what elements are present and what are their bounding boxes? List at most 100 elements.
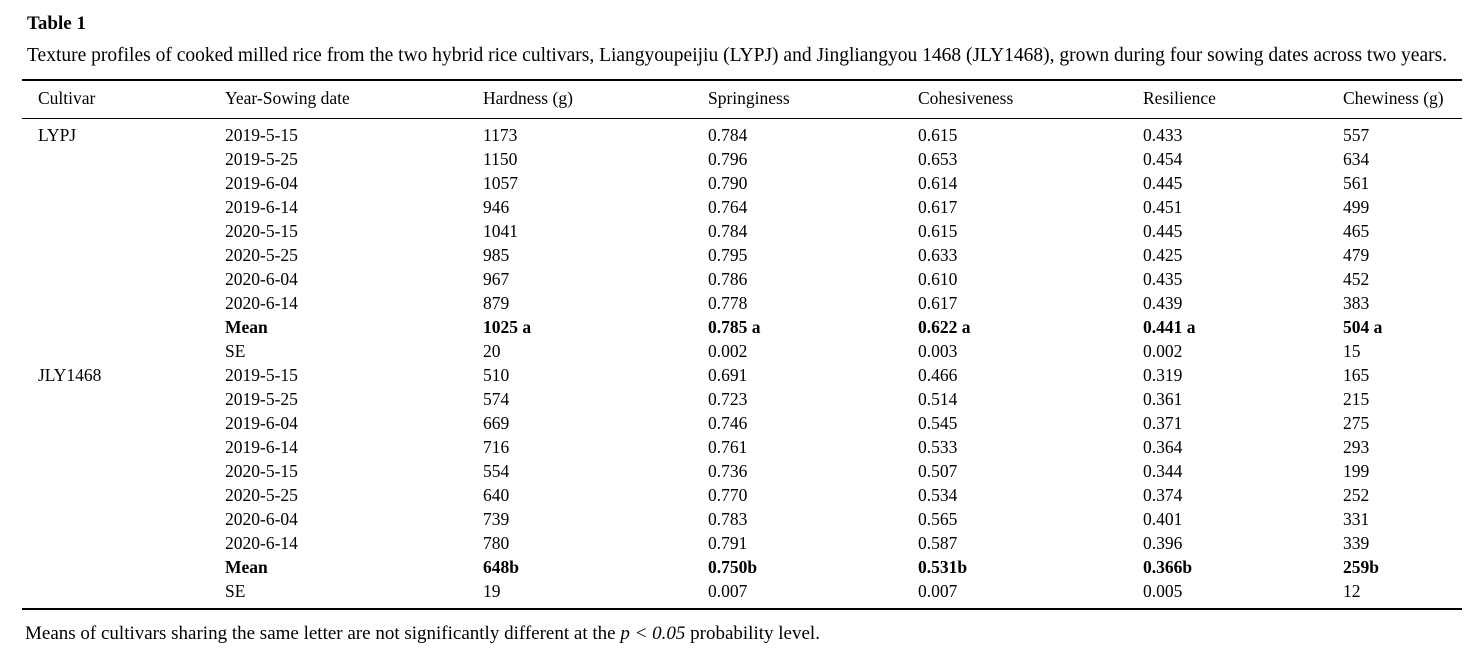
cell <box>22 555 209 579</box>
table-row: 2019-6-04 669 0.746 0.545 0.371 275 <box>22 411 1462 435</box>
footnote-text: Means of cultivars sharing the same lett… <box>25 623 621 644</box>
cell: 0.784 <box>708 125 748 145</box>
cell: 2020-6-04 <box>225 269 298 289</box>
cell <box>22 171 209 195</box>
cell: 479 <box>1343 245 1370 265</box>
cell: 0.764 <box>708 197 748 217</box>
cell: 2019-5-25 <box>225 149 298 169</box>
cell: 561 <box>1343 173 1370 193</box>
cell: 0.691 <box>708 365 748 385</box>
column-header: Chewiness (g) <box>1327 80 1462 119</box>
cell: 15 <box>1343 341 1361 361</box>
header-row: Cultivar Year-Sowing date Hardness (g) Spri… <box>22 80 1462 119</box>
cell: 19 <box>483 581 501 601</box>
cell: 0.795 <box>708 245 748 265</box>
cell: 2020-6-14 <box>225 293 298 313</box>
cell: 0.622 a <box>918 317 971 337</box>
table-row: 2019-5-25 1150 0.796 0.653 0.454 634 <box>22 147 1462 171</box>
cell: 0.344 <box>1143 461 1183 481</box>
cell: 465 <box>1343 221 1370 241</box>
cell: 0.441 a <box>1143 317 1196 337</box>
cell: 0.507 <box>918 461 958 481</box>
column-header: Springiness <box>692 80 902 119</box>
cell: 0.396 <box>1143 533 1183 553</box>
cell: 0.783 <box>708 509 748 529</box>
table-row: 2020-5-15 554 0.736 0.507 0.344 199 <box>22 459 1462 483</box>
table-row: JLY1468 2019-5-15 510 0.691 0.466 0.319 165 <box>22 363 1462 387</box>
cell: LYPJ <box>38 125 77 145</box>
cell: 0.796 <box>708 149 748 169</box>
cell: 12 <box>1343 581 1361 601</box>
table-row: 2020-6-14 780 0.791 0.587 0.396 339 <box>22 531 1462 555</box>
cell <box>22 291 209 315</box>
cell: 0.614 <box>918 173 958 193</box>
cell: 2019-6-14 <box>225 197 298 217</box>
cell: 0.361 <box>1143 389 1183 409</box>
cell: 0.784 <box>708 221 748 241</box>
cell: 2019-5-15 <box>225 125 298 145</box>
cell: 2020-5-15 <box>225 461 298 481</box>
cell: 0.007 <box>708 581 748 601</box>
table-row: 2019-5-25 574 0.723 0.514 0.361 215 <box>22 387 1462 411</box>
cell <box>22 507 209 531</box>
cell: 0.610 <box>918 269 958 289</box>
cell: 0.750b <box>708 557 758 577</box>
cell: 0.761 <box>708 437 748 457</box>
cell: 0.439 <box>1143 293 1183 313</box>
cell: 0.615 <box>918 125 958 145</box>
table-row: Mean 648b 0.750b 0.531b 0.366b 259b <box>22 555 1462 579</box>
cell: 293 <box>1343 437 1370 457</box>
cell: 252 <box>1343 485 1370 505</box>
column-header: Hardness (g) <box>467 80 692 119</box>
cell: 0.587 <box>918 533 958 553</box>
cell: 1025 a <box>483 317 532 337</box>
cell: 199 <box>1343 461 1370 481</box>
table-row: 2019-6-14 716 0.761 0.533 0.364 293 <box>22 435 1462 459</box>
cell: 879 <box>483 293 510 313</box>
cell: 0.723 <box>708 389 748 409</box>
cell: 0.366b <box>1143 557 1193 577</box>
cell: 739 <box>483 509 510 529</box>
table-row: 2020-5-25 640 0.770 0.534 0.374 252 <box>22 483 1462 507</box>
cell: 2019-6-14 <box>225 437 298 457</box>
cell <box>22 411 209 435</box>
table-row: 2020-6-04 739 0.783 0.565 0.401 331 <box>22 507 1462 531</box>
cell: 0.319 <box>1143 365 1183 385</box>
cell <box>22 579 209 609</box>
cell: 0.770 <box>708 485 748 505</box>
cell: 669 <box>483 413 510 433</box>
table-row: 2020-6-04 967 0.786 0.610 0.435 452 <box>22 267 1462 291</box>
cell: 20 <box>483 341 501 361</box>
table-row: 2019-6-14 946 0.764 0.617 0.451 499 <box>22 195 1462 219</box>
cell <box>22 315 209 339</box>
cell: 0.007 <box>918 581 958 601</box>
cell: 557 <box>1343 125 1370 145</box>
cell: 0.778 <box>708 293 748 313</box>
cell: 0.615 <box>918 221 958 241</box>
cell: 259b <box>1343 557 1379 577</box>
cell: 2019-5-25 <box>225 389 298 409</box>
cell <box>22 147 209 171</box>
cell: 985 <box>483 245 510 265</box>
cell: 0.454 <box>1143 149 1183 169</box>
table-row: 2020-6-14 879 0.778 0.617 0.439 383 <box>22 291 1462 315</box>
cell <box>22 339 209 363</box>
data-table: Cultivar Year-Sowing date Hardness (g) Spri… <box>22 79 1462 610</box>
cell: 2020-6-04 <box>225 509 298 529</box>
cell: 0.791 <box>708 533 748 553</box>
cell: 0.371 <box>1143 413 1183 433</box>
cell: 0.617 <box>918 197 958 217</box>
cell <box>22 387 209 411</box>
cell: 780 <box>483 533 510 553</box>
table-row: Mean 1025 a 0.785 a 0.622 a 0.441 a 504 a <box>22 315 1462 339</box>
cell: 499 <box>1343 197 1370 217</box>
cell: 0.005 <box>1143 581 1183 601</box>
cell: 574 <box>483 389 510 409</box>
cell: 0.401 <box>1143 509 1183 529</box>
cell: 0.435 <box>1143 269 1183 289</box>
cell: 0.445 <box>1143 173 1183 193</box>
cell: 0.565 <box>918 509 958 529</box>
cell: JLY1468 <box>38 365 102 385</box>
table-row: 2020-5-25 985 0.795 0.633 0.425 479 <box>22 243 1462 267</box>
cell: 1150 <box>483 149 518 169</box>
